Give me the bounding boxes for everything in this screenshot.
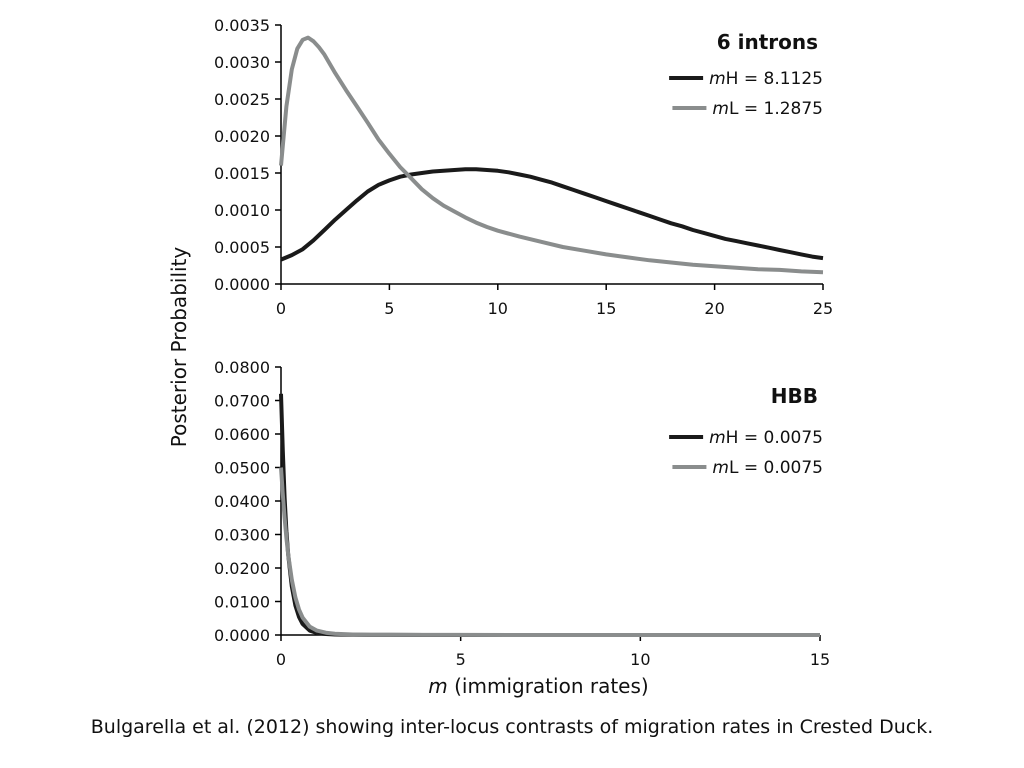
- y-tick-label: 0.0700: [214, 392, 270, 411]
- y-tick-label: 0.0020: [214, 127, 270, 146]
- x-tick-label: 0: [276, 650, 286, 669]
- x-tick-label: 10: [488, 299, 508, 318]
- y-tick-label: 0.0500: [214, 459, 270, 478]
- x-tick-label: 15: [596, 299, 616, 318]
- panel-title: HBB: [771, 384, 818, 408]
- x-axis-label: m (immigration rates): [428, 674, 648, 698]
- y-tick-label: 0.0100: [214, 593, 270, 612]
- y-tick-label: 0.0030: [214, 53, 270, 72]
- legend-label: mH = 8.1125: [709, 69, 823, 89]
- x-tick-label: 25: [813, 299, 833, 318]
- figure: Posterior Probability 0.0000 0.0005 0.0010…: [167, 16, 833, 698]
- y-tick-label: 0.0800: [214, 358, 270, 377]
- x-tick-label: 5: [456, 650, 466, 669]
- chart-6-introns: 0.0000 0.0005 0.0010 0.0015 0.0020 0.0025 0.00…: [214, 16, 833, 318]
- x-tick-label: 15: [810, 650, 830, 669]
- x-tick-label: 5: [384, 299, 394, 318]
- y-tick-label: 0.0005: [214, 238, 270, 257]
- y-tick-label: 0.0400: [214, 492, 270, 511]
- y-tick-label: 0.0600: [214, 425, 270, 444]
- y-tick-label: 0.0000: [214, 275, 270, 294]
- legend-label: mL = 1.2875: [712, 99, 823, 119]
- chart-hbb: 0.0000 0.0100 0.0200 0.0300 0.0400 0.0500 0.06…: [214, 358, 830, 698]
- y-tick-label: 0.0025: [214, 90, 270, 109]
- series-line-mL: [279, 35, 824, 275]
- series-line-mH: [280, 167, 824, 262]
- legend-label: mH = 0.0075: [709, 428, 823, 448]
- y-tick-label: 0.0010: [214, 201, 270, 220]
- y-tick-label: 0.0035: [214, 16, 270, 35]
- y-tick-label: 0.0015: [214, 164, 270, 183]
- x-tick-label: 10: [630, 650, 650, 669]
- x-tick-label: 0: [276, 299, 286, 318]
- legend-label: mL = 0.0075: [712, 458, 823, 478]
- y-tick-label: 0.0000: [214, 626, 270, 645]
- series-line-mL: [279, 467, 820, 637]
- y-tick-label: 0.0300: [214, 526, 270, 545]
- figure-caption: Bulgarella et al. (2012) showing inter-l…: [90, 716, 934, 738]
- panel-title: 6 introns: [717, 30, 818, 54]
- shared-y-axis-label: Posterior Probability: [167, 247, 191, 448]
- y-tick-label: 0.0200: [214, 559, 270, 578]
- x-tick-label: 20: [704, 299, 724, 318]
